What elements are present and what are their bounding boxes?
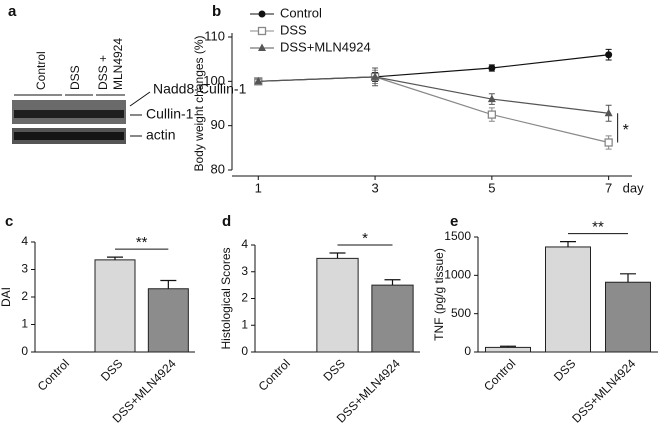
x-tick-label: Control [256, 356, 293, 393]
marker [487, 110, 497, 119]
y-tick-label: 0 [464, 344, 471, 358]
lane-label: DSS [68, 65, 82, 90]
error-bar [329, 252, 346, 259]
bar [371, 284, 414, 353]
y-axis-label: TNF (pg/g tissue) [432, 248, 446, 341]
y-tick-label: 3 [21, 262, 28, 276]
series-line [258, 76, 609, 114]
marker [488, 64, 496, 72]
marker [604, 138, 613, 147]
y-tick-label: 1500 [444, 229, 471, 243]
x-tick-label: 7 [605, 180, 612, 195]
error-bar [160, 279, 177, 289]
panel-label: d [222, 213, 231, 230]
significance-label: * [623, 122, 629, 139]
x-tick-label: 1 [255, 180, 262, 195]
band-label: actin [146, 127, 176, 143]
y-tick-label: 100 [203, 73, 225, 88]
significance-label: ** [136, 234, 148, 251]
x-tick-label: DSS [551, 356, 578, 383]
x-tick-label: 5 [488, 180, 495, 195]
y-tick-label: 0 [21, 344, 28, 358]
bar [147, 288, 189, 353]
y-tick-label: 90 [211, 117, 225, 132]
legend-marker [258, 10, 266, 18]
bar [605, 281, 651, 353]
legend-label: Control [280, 5, 322, 20]
blot-panel: a Control DSS DSS + MLN4924 Nadd8-Cullin… [8, 3, 247, 144]
significance-label: ** [592, 219, 604, 236]
bar [316, 257, 359, 353]
y-tick-label: 3 [241, 264, 248, 278]
y-axis-label: DAI [0, 287, 13, 307]
error-bar [500, 345, 516, 348]
y-tick-label: 4 [21, 234, 28, 248]
bar [94, 259, 136, 353]
x-tick-label: DSS [321, 356, 348, 383]
band-pointer [129, 91, 151, 107]
x-axis-label: day [623, 180, 644, 195]
y-axis-label: Body weight changes (%) [192, 35, 206, 171]
y-tick-label: 80 [211, 161, 225, 176]
x-tick-label: DSS [98, 356, 125, 383]
y-tick-label: 0 [241, 344, 248, 358]
lane-label: Control [34, 51, 48, 90]
band-label: Nadd8-Cullin-1 [153, 81, 247, 97]
y-tick-label: 110 [204, 28, 225, 43]
marker [487, 94, 496, 103]
bar [485, 346, 531, 353]
series-line [258, 76, 609, 144]
panel-label: a [8, 3, 17, 20]
lane-label: DSS + [96, 55, 110, 90]
blot-band [14, 110, 124, 118]
series-line [258, 54, 609, 82]
y-tick-label: 2 [21, 289, 28, 303]
band-label: Cullin-1 [146, 106, 194, 122]
bar [545, 246, 591, 353]
y-tick-label: 500 [451, 306, 471, 320]
y-tick-label: 1 [21, 317, 28, 331]
marker [605, 51, 613, 59]
x-tick-label: Control [35, 356, 72, 393]
x-tick-label: Control [481, 356, 518, 393]
panel-label: b [212, 3, 221, 20]
marker [254, 76, 263, 85]
legend-label: DSS+MLN4924 [280, 39, 371, 54]
legend-marker [258, 43, 266, 51]
error-bar [107, 256, 123, 260]
x-tick-label: 3 [371, 180, 378, 195]
error-bar [384, 279, 401, 286]
error-bar [560, 241, 576, 247]
y-tick-label: 4 [241, 237, 248, 251]
blot-band [14, 132, 124, 140]
marker [371, 72, 380, 80]
legend-marker [257, 26, 267, 36]
legend-label: DSS [280, 22, 307, 37]
x-tick-label: DSS+MLN4924 [569, 356, 638, 425]
y-tick-label: 1 [241, 317, 248, 331]
y-tick-label: 1000 [444, 268, 471, 282]
y-axis-label: Histological Scores [219, 247, 233, 349]
y-tick-label: 2 [241, 291, 248, 305]
significance-label: * [362, 230, 368, 247]
marker [604, 108, 613, 117]
error-bar [620, 273, 636, 283]
panel-label: c [5, 213, 13, 230]
panel-label: e [450, 213, 458, 230]
lane-label: MLN4924 [111, 38, 125, 90]
